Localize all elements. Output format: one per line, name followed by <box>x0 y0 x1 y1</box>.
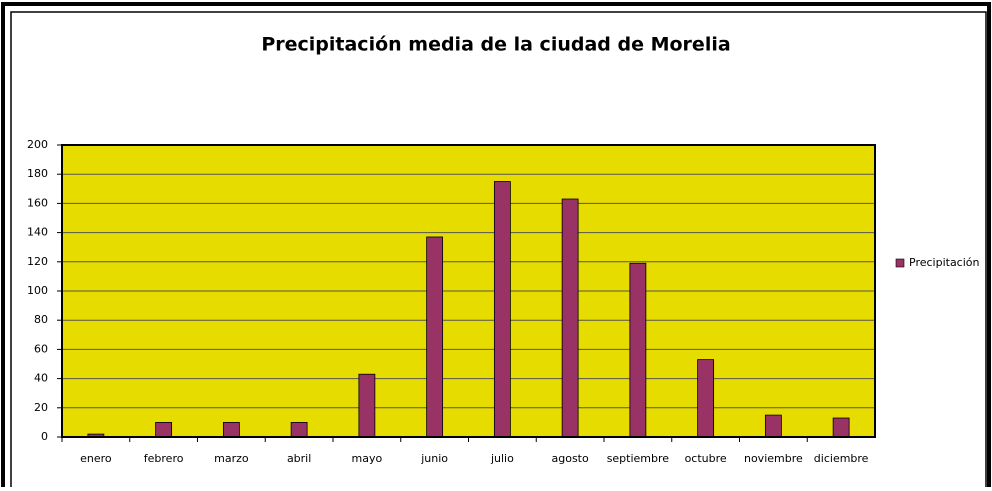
bar <box>764 414 782 438</box>
y-tick-label: 100 <box>27 284 48 297</box>
x-tick-label: agosto <box>552 452 589 465</box>
x-tick-label: diciembre <box>814 452 869 465</box>
bar <box>222 421 240 438</box>
y-tick-label: 120 <box>27 255 48 268</box>
y-tick-label: 140 <box>27 226 48 239</box>
bar <box>155 421 173 438</box>
bar <box>832 417 850 438</box>
legend-label: Precipitación <box>909 256 980 269</box>
legend-swatch <box>895 258 905 268</box>
chart-border <box>10 11 987 491</box>
y-tick-label: 20 <box>34 401 48 414</box>
y-tick-label: 80 <box>34 313 48 326</box>
bar <box>493 181 511 438</box>
bar <box>561 198 579 438</box>
y-tick-label: 40 <box>34 372 48 385</box>
bar <box>629 262 647 438</box>
x-tick-label: junio <box>420 452 448 465</box>
y-tick-label: 60 <box>34 342 48 355</box>
y-tick-label: 0 <box>41 430 48 443</box>
x-tick-label: octubre <box>685 452 727 465</box>
plot-border <box>61 144 876 438</box>
y-tick-label: 160 <box>27 196 48 209</box>
y-tick-label: 180 <box>27 167 48 180</box>
chart-title: Precipitación media de la ciudad de More… <box>261 34 730 56</box>
x-tick-label: enero <box>80 452 112 465</box>
bar <box>290 421 308 438</box>
x-tick-label: febrero <box>144 452 184 465</box>
bar <box>697 359 715 438</box>
x-tick-label: mayo <box>352 452 383 465</box>
y-tick-label: 200 <box>27 138 48 151</box>
x-tick-label: marzo <box>214 452 249 465</box>
x-tick-label: abril <box>287 452 311 465</box>
bar <box>426 236 444 438</box>
bar <box>358 373 376 438</box>
x-tick-label: julio <box>490 452 514 465</box>
x-tick-label: noviembre <box>744 452 803 465</box>
x-tick-label: septiembre <box>607 452 670 465</box>
